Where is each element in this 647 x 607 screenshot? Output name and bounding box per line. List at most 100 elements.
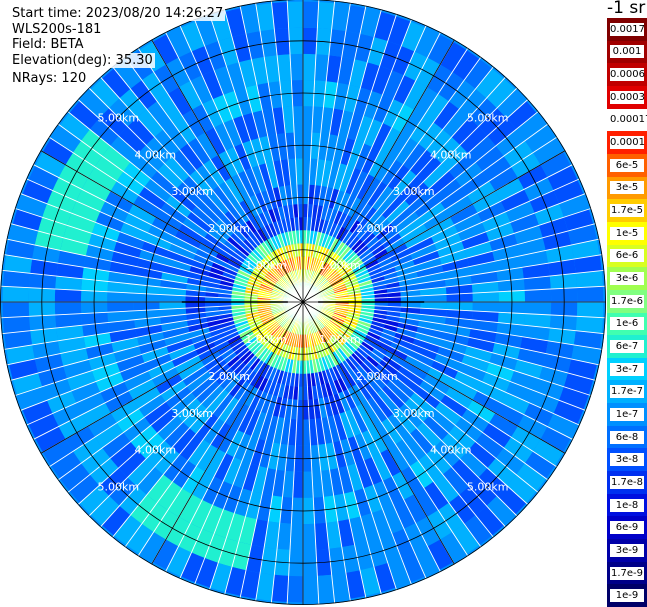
range-bin-cell xyxy=(221,275,235,284)
range-bin-cell xyxy=(563,209,594,232)
range-bin-cell xyxy=(207,359,227,376)
range-bin-cell xyxy=(283,317,293,330)
range-bin-cell xyxy=(467,135,496,163)
range-bin-cell xyxy=(133,386,161,409)
range-bin-cell xyxy=(523,313,551,328)
range-bin-cell xyxy=(524,302,552,315)
range-bin-cell xyxy=(317,371,325,386)
range-bin-cell xyxy=(330,277,343,286)
range-bin-cell xyxy=(247,253,260,266)
range-bin-cell xyxy=(349,516,368,545)
range-bin-cell xyxy=(341,214,352,229)
range-bin-cell xyxy=(303,1,319,29)
range-bin-cell xyxy=(291,333,297,347)
range-bin-cell xyxy=(475,505,504,536)
range-bin-cell xyxy=(323,187,334,208)
range-bin-cell xyxy=(360,287,374,293)
range-bin-cell xyxy=(331,3,350,32)
range-bin-cell xyxy=(314,331,322,345)
range-bin-cell xyxy=(174,355,202,374)
range-bin-cell xyxy=(317,574,335,602)
range-bin-cell xyxy=(417,272,445,284)
range-bin-cell xyxy=(162,326,190,340)
range-bin-cell xyxy=(390,341,411,356)
ray-line xyxy=(302,164,574,303)
range-bin-cell xyxy=(355,460,374,489)
range-bin-cell xyxy=(352,222,365,237)
range-bin-cell xyxy=(249,194,264,215)
range-bin-cell xyxy=(244,197,259,218)
range-bin-cell xyxy=(321,356,329,371)
range-bin-cell xyxy=(180,552,205,583)
range-bin-cell xyxy=(107,310,135,323)
colorbar: 0.0017 0.001 0.0006 0.0003 0.00017 0.0001 6e-5… xyxy=(607,18,647,607)
range-bin-cell xyxy=(107,291,134,302)
range-bin-cell xyxy=(280,159,291,186)
range-bin-cell xyxy=(322,327,332,339)
range-bin-cell xyxy=(196,132,219,160)
range-bin-cell xyxy=(372,367,391,386)
range-bin-cell xyxy=(523,276,551,291)
range-bin-cell xyxy=(166,338,194,354)
ray-line xyxy=(179,301,304,579)
range-bin-cell xyxy=(510,213,540,234)
range-bin-cell xyxy=(269,323,280,335)
ray-line xyxy=(302,301,600,366)
range-bin-cell xyxy=(563,372,594,395)
range-bin-cell xyxy=(371,275,385,284)
range-bin-cell xyxy=(281,316,291,328)
ray-line xyxy=(302,136,558,303)
range-ring-labels: 1.00km 1.00km 1.00km 1.00km 2.00km 2.00km 2.00… xyxy=(98,111,509,493)
range-bin-cell xyxy=(346,112,364,141)
range-bin-cell xyxy=(252,110,268,139)
ray-line xyxy=(99,301,304,528)
range-bin-cell xyxy=(267,208,277,223)
range-bin-cell xyxy=(387,302,401,308)
range-bin-cell xyxy=(309,257,315,271)
range-bin-cell xyxy=(423,163,449,189)
range-bin-cell xyxy=(459,126,488,154)
range-bin-cell xyxy=(267,271,279,282)
range-bin-cell xyxy=(168,243,196,260)
range-bin-cell xyxy=(218,302,232,307)
range-bin-cell xyxy=(434,178,462,203)
range-bin-cell xyxy=(342,194,357,215)
range-bin-cell xyxy=(288,319,296,332)
range-bin-cell xyxy=(222,271,236,280)
range-bin-cell xyxy=(257,292,272,297)
range-bin-cell xyxy=(144,178,172,203)
range-bin-cell xyxy=(260,364,271,378)
range-bin-cell xyxy=(400,302,421,309)
range-bin-cell xyxy=(321,220,330,234)
range-bin-cell xyxy=(324,325,336,336)
colorbar-tick-label: 0.001 xyxy=(610,45,644,59)
ray-line xyxy=(302,269,605,303)
range-bin-cell xyxy=(206,190,230,215)
range-bin-cell xyxy=(464,241,493,259)
range-bin-cell xyxy=(317,218,325,233)
range-bin-cell xyxy=(329,319,342,329)
colorbar-tick-label: 3e-8 xyxy=(610,453,644,467)
range-bin-cell xyxy=(221,320,235,329)
range-bin-cell xyxy=(433,101,460,130)
range-bin-cell xyxy=(295,334,300,348)
colorbar-tick-label: 1.7e-9 xyxy=(610,566,644,580)
range-bin-cell xyxy=(342,343,354,356)
range-bin-cell xyxy=(233,362,247,375)
range-bin-cell xyxy=(76,392,106,415)
range-bin-cell xyxy=(237,325,251,335)
ray-line xyxy=(302,301,413,586)
ray-line xyxy=(3,254,304,303)
range-bin-cell xyxy=(328,395,340,416)
ray-line xyxy=(302,301,596,381)
ray-line xyxy=(137,301,304,557)
range-bin-cell xyxy=(345,570,366,599)
ray-line xyxy=(224,9,304,303)
range-bin-cell xyxy=(237,245,250,257)
range-bin-cell xyxy=(242,463,260,492)
range-bin-cell xyxy=(338,465,354,494)
range-bin-cell xyxy=(496,485,527,515)
range-bin-cell xyxy=(55,313,83,328)
range-bin-cell xyxy=(400,295,421,302)
range-bin-cell xyxy=(264,224,274,238)
